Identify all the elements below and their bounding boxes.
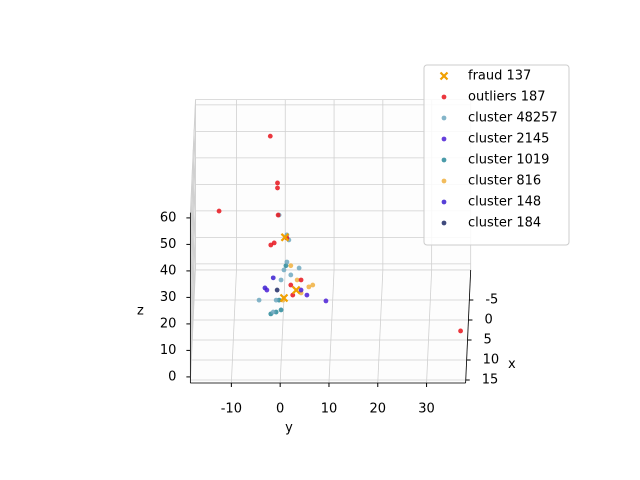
legend-label: cluster 48257 xyxy=(468,111,558,126)
grid-line xyxy=(189,210,196,324)
point xyxy=(296,265,302,271)
point xyxy=(294,277,300,283)
z-tick-label: 30 xyxy=(160,290,177,305)
z-tick-label: 40 xyxy=(160,263,177,278)
point xyxy=(279,293,289,303)
grid-line xyxy=(230,269,237,384)
point xyxy=(298,287,304,293)
point xyxy=(216,208,222,214)
z-tick-label: 60 xyxy=(160,210,177,225)
legend-marker xyxy=(439,71,449,81)
point xyxy=(290,292,296,298)
x-axis-line xyxy=(465,269,472,384)
legend-marker xyxy=(441,199,447,205)
x-tick-label: 5 xyxy=(484,333,492,348)
x-tick-label: 15 xyxy=(482,373,499,388)
x-axis-label: x xyxy=(508,357,516,372)
grid-line xyxy=(189,237,196,351)
point xyxy=(275,180,280,186)
legend-marker xyxy=(441,115,447,121)
legend-label: cluster 2145 xyxy=(468,132,549,147)
legend-marker xyxy=(441,220,447,226)
point xyxy=(270,275,276,281)
grid-line xyxy=(189,157,196,271)
x-tick-label: 0 xyxy=(484,313,492,328)
y-tick-label: 0 xyxy=(276,402,284,417)
grid-line xyxy=(426,269,433,384)
z-tick-label: 50 xyxy=(160,237,177,252)
z-tick-label: 0 xyxy=(168,369,176,384)
point xyxy=(283,263,289,269)
point xyxy=(284,259,290,265)
legend-marker xyxy=(441,157,447,163)
point xyxy=(270,309,276,315)
grid-line xyxy=(377,269,384,384)
grid-line xyxy=(279,269,286,384)
grid-line xyxy=(328,269,335,384)
y-tick-label: 10 xyxy=(321,402,338,417)
legend-label: cluster 816 xyxy=(468,174,541,189)
point xyxy=(291,285,301,295)
x-tick-label: -5 xyxy=(485,293,498,308)
point xyxy=(274,287,280,293)
point xyxy=(323,298,329,304)
legend-label: cluster 1019 xyxy=(468,153,549,168)
legend-label: outliers 187 xyxy=(468,90,546,105)
legend-marker xyxy=(441,94,447,100)
y-axis-label: y xyxy=(285,421,293,436)
point xyxy=(256,297,262,303)
x-tick-label: 10 xyxy=(483,353,500,368)
point xyxy=(458,328,463,334)
point xyxy=(273,297,279,303)
point xyxy=(271,240,277,246)
y-tick-label: 20 xyxy=(369,402,386,417)
point xyxy=(275,185,280,191)
grid-line xyxy=(189,104,196,218)
point xyxy=(267,133,273,139)
point xyxy=(288,272,294,278)
point xyxy=(278,277,284,283)
grid-line xyxy=(189,184,196,298)
points xyxy=(216,133,463,334)
legend-marker xyxy=(441,136,447,142)
point xyxy=(304,292,310,298)
point xyxy=(275,212,281,218)
z-tick-label: 10 xyxy=(160,343,177,358)
legend-label: fraud 137 xyxy=(468,69,531,84)
grid-line xyxy=(189,263,196,377)
point xyxy=(281,267,287,273)
legend-label: cluster 148 xyxy=(468,195,541,210)
legend-label: cluster 184 xyxy=(468,216,541,231)
y-tick-label: -10 xyxy=(221,402,242,417)
point xyxy=(288,282,294,288)
grid-line xyxy=(189,131,196,245)
legend: fraud 137 outliers 187 cluster 48257 cluste… xyxy=(423,64,570,246)
point xyxy=(298,277,304,283)
point xyxy=(280,233,290,242)
y-tick-label: 30 xyxy=(418,402,435,417)
point xyxy=(264,287,270,293)
legend-marker xyxy=(441,178,447,184)
point xyxy=(278,307,284,313)
point xyxy=(306,284,312,290)
z-tick-label: 20 xyxy=(160,316,177,331)
point xyxy=(310,282,316,288)
legend-box xyxy=(423,64,570,246)
point xyxy=(288,263,294,269)
z-axis-label: z xyxy=(137,304,144,319)
